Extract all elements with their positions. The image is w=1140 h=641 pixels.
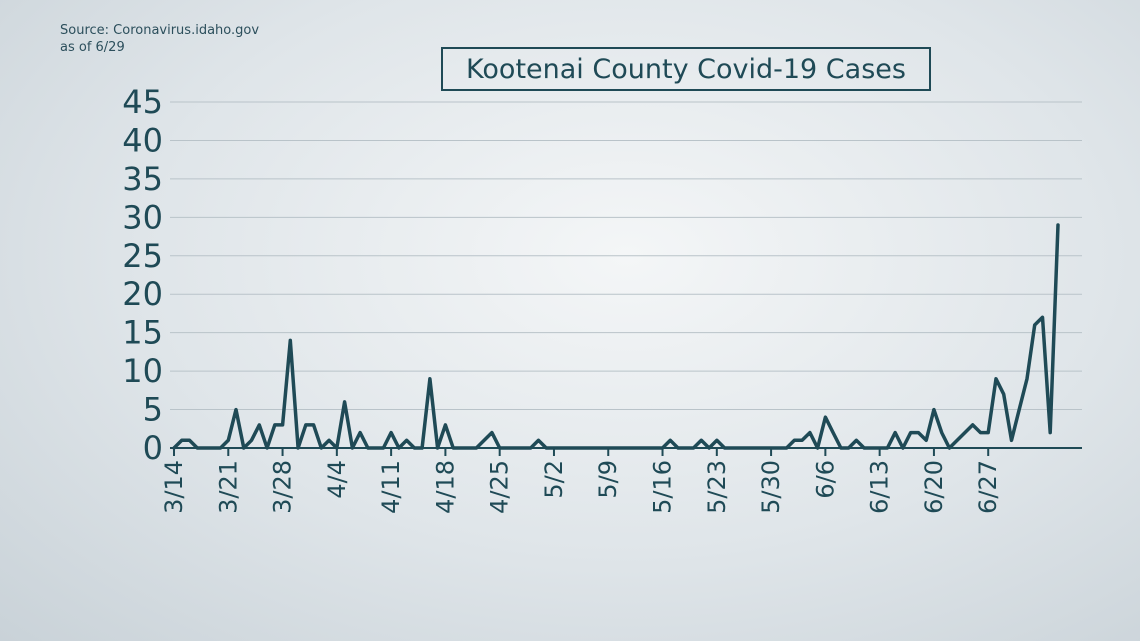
x-tick-label: 5/9 — [594, 460, 622, 499]
as-of-line: as of 6/29 — [60, 40, 125, 55]
x-tick-label: 6/13 — [866, 460, 894, 514]
x-axis-ticks: 3/14 3/21 3/28 4/4 4/11 4/18 4/25 5/2 5/9 5/16 5/2… — [160, 460, 1002, 514]
x-tick-label: 6/20 — [920, 460, 948, 514]
x-tick-label: 3/14 — [160, 460, 188, 514]
y-tick-label: 10 — [122, 352, 163, 390]
x-tick-label: 4/11 — [377, 460, 405, 514]
y-tick-label: 45 — [122, 83, 163, 121]
x-tick-label: 5/16 — [649, 460, 677, 514]
y-tick-label: 40 — [122, 121, 163, 159]
x-tick-label: 5/30 — [757, 460, 785, 514]
y-tick-label: 35 — [122, 160, 163, 198]
x-tick-label: 5/23 — [703, 460, 731, 514]
x-tick-label: 4/25 — [486, 460, 514, 514]
y-tick-label: 0 — [143, 429, 163, 467]
x-tick-label: 3/21 — [214, 460, 242, 514]
cases-series-line — [172, 223, 1060, 450]
x-tick-label: 4/4 — [323, 460, 351, 499]
x-tick-label: 6/27 — [974, 460, 1002, 514]
x-tick-label: 3/28 — [269, 460, 297, 514]
x-tick-label: 6/6 — [811, 460, 839, 499]
x-tick-label: 5/2 — [540, 460, 568, 499]
y-tick-label: 20 — [122, 275, 163, 313]
y-tick-label: 30 — [122, 198, 163, 236]
y-tick-label: 25 — [122, 237, 163, 275]
y-tick-label: 5 — [143, 391, 163, 429]
x-tick-label: 4/18 — [431, 460, 459, 514]
y-tick-label: 15 — [122, 314, 163, 352]
chart-title: Kootenai County Covid-19 Cases — [441, 47, 931, 91]
source-line: Source: Coronavirus.idaho.gov — [60, 23, 260, 38]
grid-lines — [170, 101, 1082, 449]
source-note: Source: Coronavirus.idaho.gov as of 6/29 — [60, 22, 259, 56]
